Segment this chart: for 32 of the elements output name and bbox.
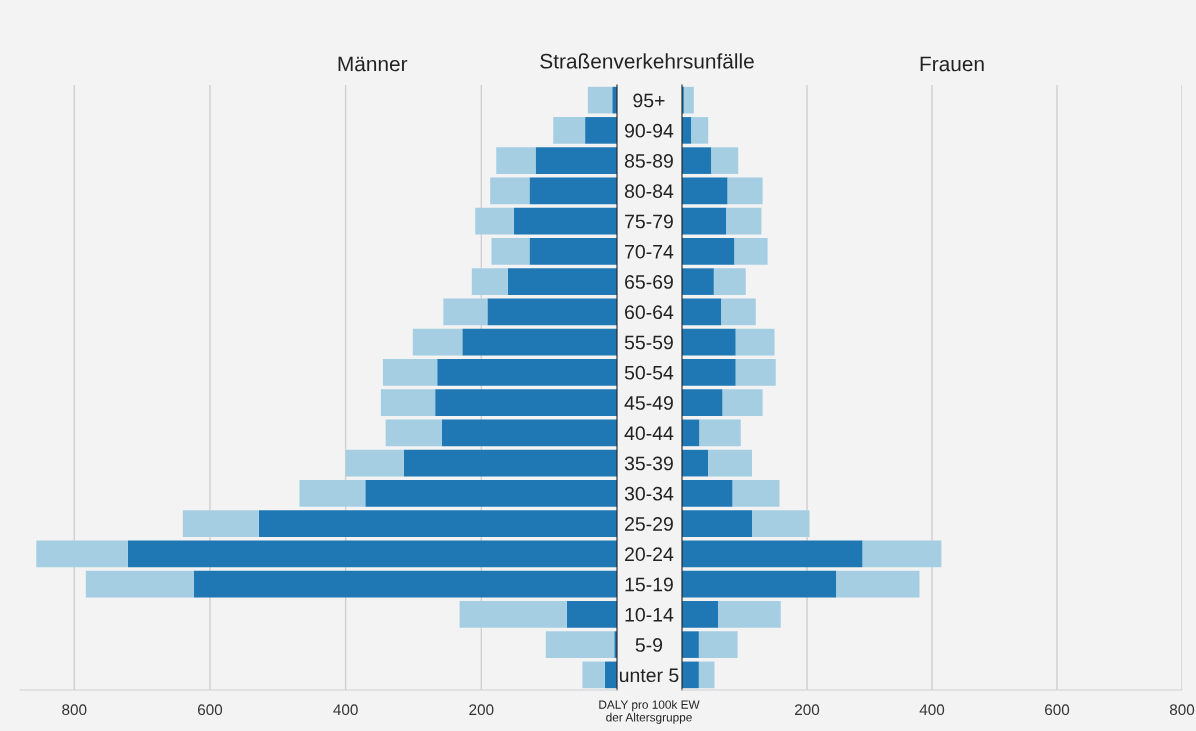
x-tick-label: 600: [1045, 704, 1070, 716]
y-tick-label: 45-49: [624, 396, 673, 410]
chart-title: Frauen: [920, 56, 984, 72]
y-tick-label: 60-64: [625, 305, 674, 320]
y-tick-label: 90-94: [624, 123, 674, 138]
y-tick-label: 55-59: [624, 335, 673, 350]
y-tick-label: 80-84: [624, 184, 674, 199]
y-tick-label: 25-29: [625, 517, 673, 531]
y-tick-label: 75-79: [625, 214, 673, 229]
y-tick-label: unter 5: [619, 668, 679, 683]
y-tick-label: 5-9: [635, 638, 663, 652]
x-tick-label: 600: [197, 704, 223, 716]
y-tick-label: 30-34: [624, 486, 674, 501]
y-tick-label: 20-24: [625, 547, 674, 562]
y-tick-label: 40-44: [624, 426, 674, 441]
x-tick-label: 400: [333, 704, 358, 716]
x-axis-title: DALY pro 100k EW der Altersgruppe: [599, 700, 700, 724]
y-tick-label: 10-14: [625, 607, 674, 622]
text: Straßenverkehrsunfälle: [540, 53, 754, 69]
chart-title: Männer: [338, 56, 408, 72]
x-tick-label: 800: [1169, 704, 1195, 716]
y-tick-label: 85-89: [624, 154, 673, 168]
y-tick-label: 70-74: [625, 244, 674, 259]
y-tick-label: 15-19: [625, 577, 673, 592]
y-tick-label: 65-69: [625, 275, 673, 289]
x-tick-label: 200: [469, 704, 494, 716]
y-tick-label: 50-54: [624, 365, 674, 380]
x-tick-label: 800: [62, 704, 87, 716]
y-tick-label: 95+: [633, 93, 665, 108]
x-tick-label: 400: [919, 704, 945, 716]
x-tick-label: 200: [795, 704, 820, 716]
y-tick-label: 35-39: [624, 456, 673, 471]
